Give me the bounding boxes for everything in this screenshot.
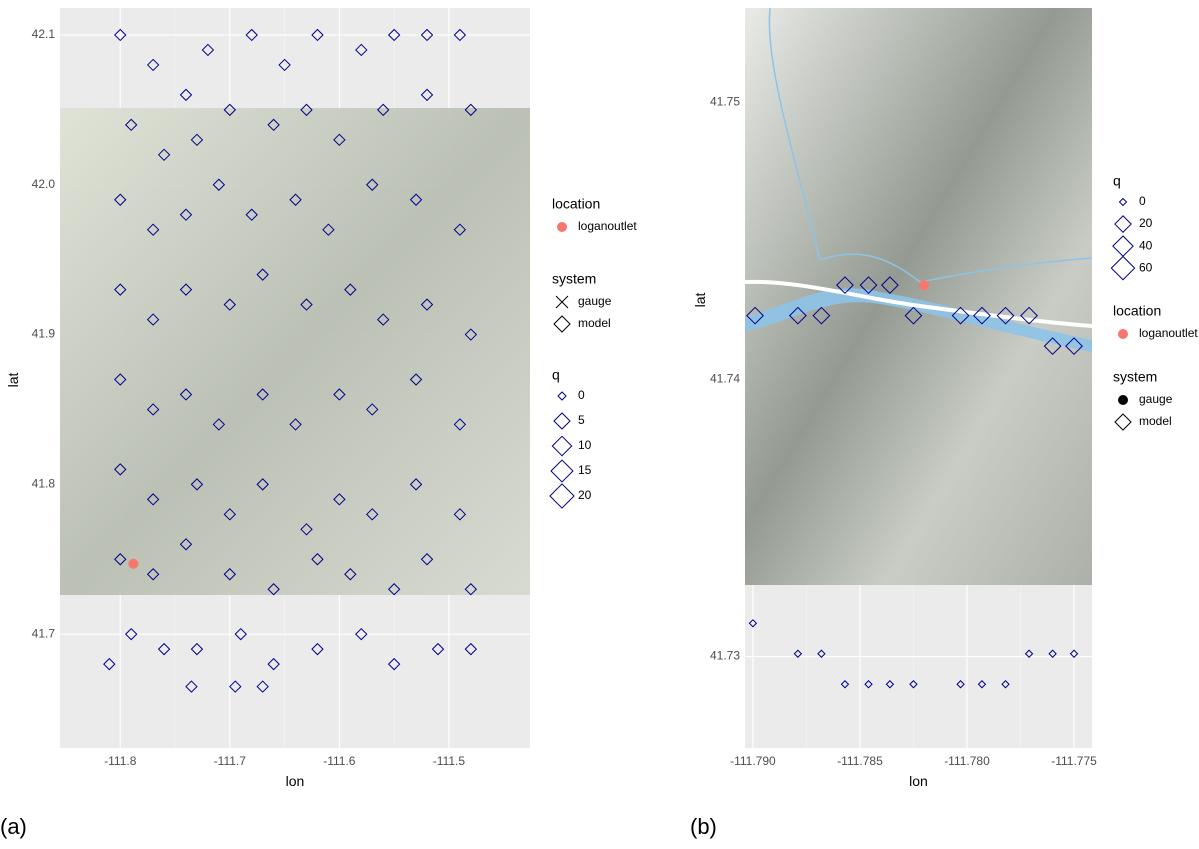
legend-label: loganoutlet [1139,326,1198,340]
legend: location loganoutlet [1113,303,1198,340]
legend-key [1115,216,1131,232]
legend-key [554,316,570,332]
legend-label: 15 [578,463,592,477]
x-tick-label: -111.785 [837,754,883,768]
legend-key [558,392,566,400]
x-axis-title: lon [286,773,305,789]
legend-label: 20 [1139,216,1153,230]
legend-title: system [552,271,596,287]
x-axis-title: lon [909,773,928,789]
x-tick-label: -111.790 [730,754,776,768]
legend-label: 10 [578,438,592,452]
y-tick-label: 41.7 [32,626,56,640]
legend-title: q [1113,173,1121,189]
map-tile [60,108,530,595]
legend-label: 0 [1139,194,1146,208]
legend: location loganoutlet [552,196,637,233]
y-tick-label: 41.75 [710,94,740,108]
legend-title: location [552,196,600,212]
location-point [128,559,138,569]
legend-key [550,484,574,508]
legend-key [552,436,571,455]
x-tick-label: -111.7 [214,754,247,768]
x-tick-label: -111.775 [1051,754,1097,768]
legend-key [556,296,568,308]
figure: 41.7 41.8 41.9 42.0 42.1 -111.8 -111.7 -111.6 -1… [0,0,1199,844]
y-tick-label: 42.0 [32,177,56,191]
location-point [919,280,929,290]
y-tick-label: 41.74 [710,372,740,386]
legend-key [557,222,567,232]
panel-label: (a) [0,814,27,839]
legend-title: system [1113,369,1157,385]
x-tick-label: -111.6 [323,754,356,768]
legend: q 0 20 40 60 [1111,173,1152,280]
legend-label: gauge [578,294,612,308]
legend-label: 20 [578,488,592,502]
legend-key [1113,236,1133,256]
legend-key [1111,257,1134,280]
legend-label: 5 [578,413,585,427]
map-tile [745,8,1092,585]
legend-key [551,460,573,482]
y-tick-label: 41.8 [32,477,56,491]
legend: system gauge model [1113,369,1173,430]
legend-label: model [578,316,611,330]
legend-label: 0 [578,388,585,402]
y-axis-title: lat [692,293,708,308]
legend-key [1118,329,1128,339]
legend-label: model [1139,414,1172,428]
y-tick-label: 41.9 [32,327,56,341]
x-tick-label: -111.8 [104,754,137,768]
legend: system gauge model [552,271,612,332]
y-axis-title: lat [5,373,21,388]
legend-title: location [1113,303,1161,319]
y-tick-label: 41.73 [710,649,740,663]
legend-label: loganoutlet [578,219,637,233]
panel-label: (b) [690,814,717,839]
panel: 41.7 41.8 41.9 42.0 42.1 -111.8 -111.7 -111.6 -1… [0,8,637,839]
legend: q 0 5 10 15 20 [550,367,592,508]
legend-title: q [552,367,560,383]
legend-key [554,413,570,429]
x-tick-label: -111.780 [944,754,990,768]
legend-key [1118,395,1128,405]
legend-key [1115,414,1131,430]
legend-label: gauge [1139,392,1173,406]
legend-key [1120,199,1127,206]
legend-label: 40 [1139,238,1153,252]
panel: 41.73 41.74 41.75 -111.790 -111.785 -111.780 -… [690,8,1198,839]
y-tick-label: 42.1 [32,27,56,41]
legend-label: 60 [1139,260,1153,274]
x-tick-label: -111.5 [433,754,466,768]
